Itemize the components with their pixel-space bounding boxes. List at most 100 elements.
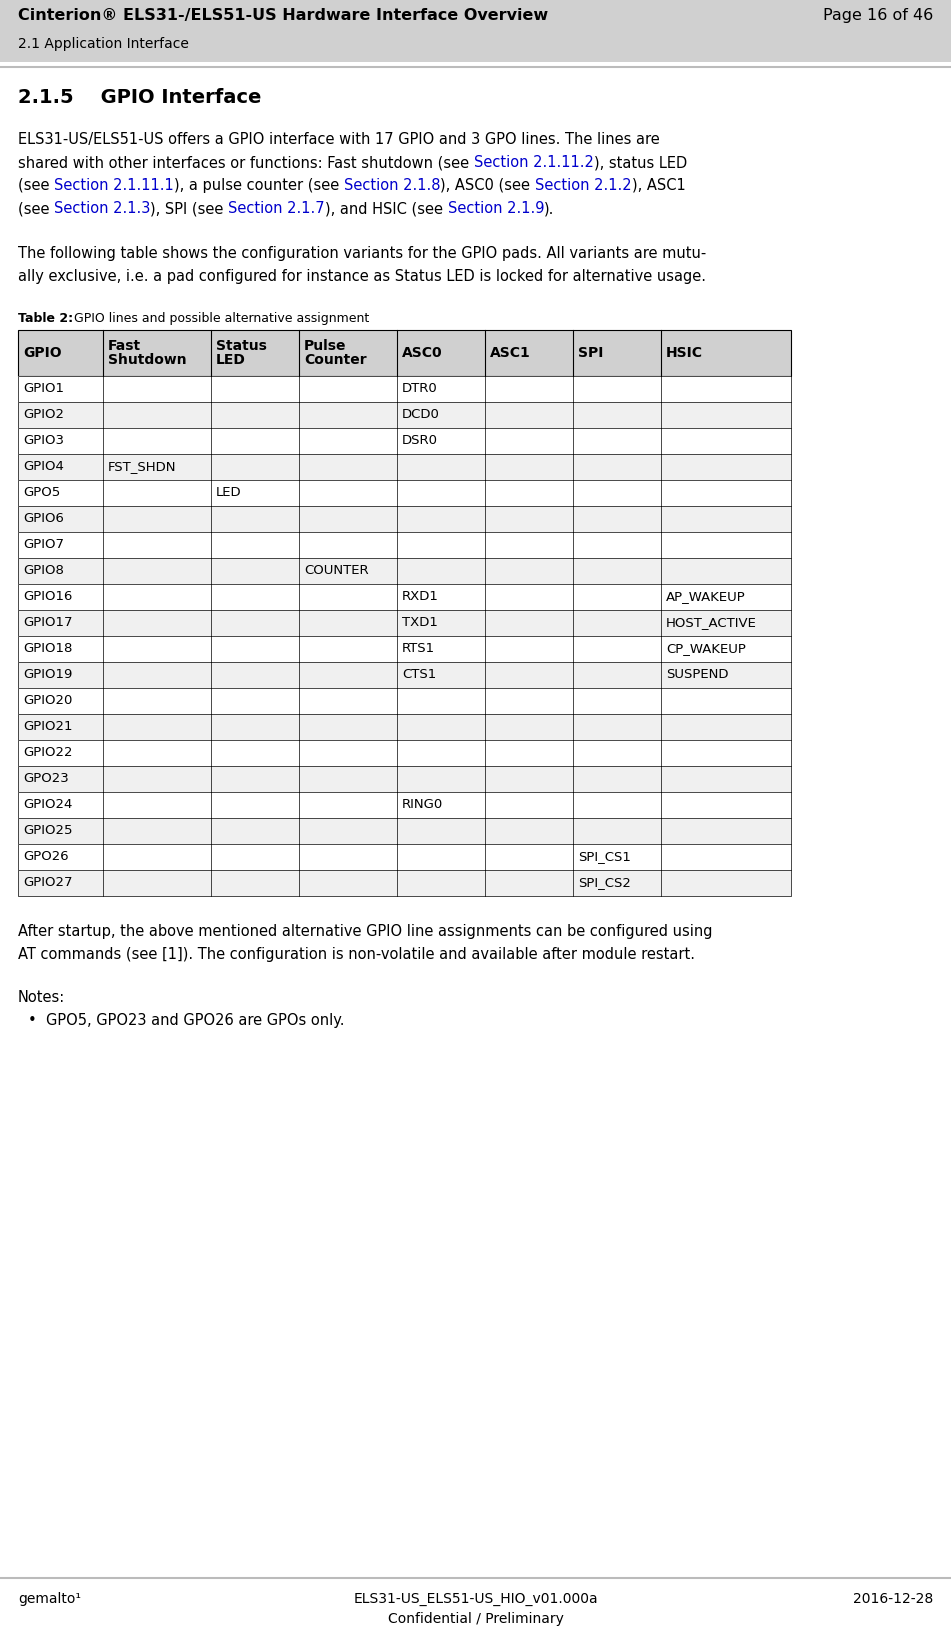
Text: GPIO27: GPIO27 xyxy=(23,876,72,889)
Text: GPIO17: GPIO17 xyxy=(23,615,72,629)
Bar xyxy=(18,455,791,481)
Text: SPI: SPI xyxy=(578,346,603,359)
Text: Section 2.1.8: Section 2.1.8 xyxy=(343,177,440,194)
Text: DCD0: DCD0 xyxy=(402,409,440,422)
Text: GPIO22: GPIO22 xyxy=(23,747,72,760)
Text: GPIO3: GPIO3 xyxy=(23,433,64,446)
Text: ), ASC1: ), ASC1 xyxy=(631,177,686,194)
Bar xyxy=(18,532,791,558)
Text: ), a pulse counter (see: ), a pulse counter (see xyxy=(174,177,343,194)
Bar xyxy=(18,661,791,688)
Text: TXD1: TXD1 xyxy=(402,615,437,629)
Bar xyxy=(18,661,791,688)
Text: GPIO8: GPIO8 xyxy=(23,565,64,578)
Text: RXD1: RXD1 xyxy=(402,591,438,602)
Text: FST_SHDN: FST_SHDN xyxy=(108,459,177,473)
Text: Section 2.1.11.2: Section 2.1.11.2 xyxy=(474,154,593,171)
Bar xyxy=(18,610,791,637)
Text: SPI_CS1: SPI_CS1 xyxy=(578,850,631,863)
Text: Counter: Counter xyxy=(304,353,367,368)
Bar xyxy=(18,714,791,740)
Text: ally exclusive, i.e. a pad configured for instance as Status LED is locked for a: ally exclusive, i.e. a pad configured fo… xyxy=(18,269,706,284)
Text: GPIO25: GPIO25 xyxy=(23,824,72,837)
Text: ), ASC0 (see: ), ASC0 (see xyxy=(440,177,534,194)
Bar xyxy=(18,376,791,402)
Text: LED: LED xyxy=(216,353,246,368)
Text: GPIO16: GPIO16 xyxy=(23,591,72,602)
Bar xyxy=(18,688,791,714)
Bar xyxy=(18,505,791,532)
Text: gemalto¹: gemalto¹ xyxy=(18,1592,81,1607)
Text: Shutdown: Shutdown xyxy=(108,353,186,368)
Text: Notes:: Notes: xyxy=(18,990,66,1004)
Bar xyxy=(18,455,791,481)
Text: Table 2:: Table 2: xyxy=(18,312,77,325)
Text: shared with other interfaces or functions: Fast shutdown (see: shared with other interfaces or function… xyxy=(18,154,474,171)
Text: •  GPO5, GPO23 and GPO26 are GPOs only.: • GPO5, GPO23 and GPO26 are GPOs only. xyxy=(28,1012,344,1027)
Text: GPIO19: GPIO19 xyxy=(23,668,72,681)
Text: GPO5: GPO5 xyxy=(23,486,60,499)
Text: RTS1: RTS1 xyxy=(402,642,436,655)
Text: Fast: Fast xyxy=(108,340,141,353)
Text: The following table shows the configuration variants for the GPIO pads. All vari: The following table shows the configurat… xyxy=(18,246,707,261)
Text: Section 2.1.11.1: Section 2.1.11.1 xyxy=(54,177,174,194)
Bar xyxy=(18,558,791,584)
Text: DTR0: DTR0 xyxy=(402,382,437,395)
Bar xyxy=(18,766,791,793)
Text: ASC0: ASC0 xyxy=(402,346,442,359)
Text: SUSPEND: SUSPEND xyxy=(666,668,728,681)
Bar xyxy=(18,740,791,766)
Text: GPIO lines and possible alternative assignment: GPIO lines and possible alternative assi… xyxy=(70,312,369,325)
Text: Section 2.1.2: Section 2.1.2 xyxy=(534,177,631,194)
Text: GPIO6: GPIO6 xyxy=(23,512,64,525)
Bar xyxy=(18,688,791,714)
Bar xyxy=(18,843,791,870)
Text: GPIO20: GPIO20 xyxy=(23,694,72,707)
Text: Section 2.1.3: Section 2.1.3 xyxy=(54,200,150,217)
Text: GPO23: GPO23 xyxy=(23,771,68,784)
Text: COUNTER: COUNTER xyxy=(304,565,369,578)
Text: Status: Status xyxy=(216,340,267,353)
Text: CP_WAKEUP: CP_WAKEUP xyxy=(666,642,746,655)
Text: GPIO7: GPIO7 xyxy=(23,538,64,551)
Bar xyxy=(18,532,791,558)
Bar xyxy=(18,714,791,740)
Bar xyxy=(18,870,791,896)
Bar xyxy=(18,793,791,817)
Text: Pulse: Pulse xyxy=(304,340,346,353)
Text: GPO26: GPO26 xyxy=(23,850,68,863)
Text: AT commands (see [1]). The configuration is non-volatile and available after mod: AT commands (see [1]). The configuration… xyxy=(18,947,695,962)
Text: HSIC: HSIC xyxy=(666,346,703,359)
Bar xyxy=(18,637,791,661)
Bar xyxy=(18,843,791,870)
Text: GPIO: GPIO xyxy=(23,346,62,359)
Text: GPIO4: GPIO4 xyxy=(23,459,64,473)
Bar xyxy=(18,376,791,402)
Text: 2.1 Application Interface: 2.1 Application Interface xyxy=(18,38,189,51)
Bar xyxy=(18,584,791,610)
Text: ), and HSIC (see: ), and HSIC (see xyxy=(325,200,448,217)
Bar xyxy=(18,558,791,584)
Text: GPIO24: GPIO24 xyxy=(23,798,72,811)
Text: 2.1.5    GPIO Interface: 2.1.5 GPIO Interface xyxy=(18,89,262,107)
Text: Cinterion® ELS31-/ELS51-US Hardware Interface Overview: Cinterion® ELS31-/ELS51-US Hardware Inte… xyxy=(18,8,548,23)
Bar xyxy=(18,817,791,843)
Bar xyxy=(18,402,791,428)
Text: GPIO2: GPIO2 xyxy=(23,409,64,422)
Text: ASC1: ASC1 xyxy=(490,346,531,359)
Bar xyxy=(18,766,791,793)
Text: AP_WAKEUP: AP_WAKEUP xyxy=(666,591,746,602)
Bar xyxy=(18,610,791,637)
Text: GPIO21: GPIO21 xyxy=(23,720,72,734)
Text: DSR0: DSR0 xyxy=(402,433,438,446)
Text: LED: LED xyxy=(216,486,242,499)
Bar xyxy=(18,428,791,455)
Text: (see: (see xyxy=(18,177,54,194)
Text: ELS31-US/ELS51-US offers a GPIO interface with 17 GPIO and 3 GPO lines. The line: ELS31-US/ELS51-US offers a GPIO interfac… xyxy=(18,131,660,148)
Text: (see: (see xyxy=(18,200,54,217)
Text: GPIO18: GPIO18 xyxy=(23,642,72,655)
Bar xyxy=(18,870,791,896)
Bar xyxy=(18,428,791,455)
Text: 2016-12-28: 2016-12-28 xyxy=(853,1592,933,1607)
Text: ), SPI (see: ), SPI (see xyxy=(150,200,228,217)
